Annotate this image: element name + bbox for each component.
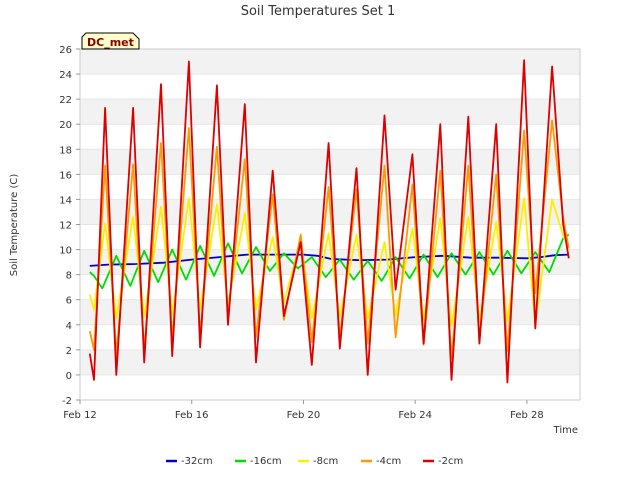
x-tick-label: Feb 24	[398, 410, 432, 421]
y-tick-label: 26	[59, 45, 72, 56]
x-tick-label: Feb 12	[63, 410, 97, 421]
y-tick-label: 10	[59, 246, 72, 257]
y-tick-label: -2	[62, 396, 72, 407]
x-tick-label: Feb 20	[287, 410, 321, 421]
grid-band	[80, 99, 580, 125]
y-axis-title: Soil Temperature (C)	[9, 174, 20, 277]
y-tick-label: 16	[59, 170, 72, 181]
grid-band	[80, 124, 580, 150]
x-axis: Feb 12 Feb 16 Feb 20 Feb 24 Feb 28	[63, 400, 544, 421]
legend-label: -4cm	[376, 456, 401, 467]
y-tick-label: 8	[66, 271, 72, 282]
legend: -32cm -16cm -8cm -4cm -2cm	[166, 456, 463, 467]
y-tick-label: 18	[59, 145, 72, 156]
y-tick-label: 20	[59, 120, 72, 131]
grid-band	[80, 349, 580, 375]
y-tick-label: 24	[59, 70, 72, 81]
series-line-2cm	[88, 59, 570, 384]
chart-title: Soil Temperatures Set 1	[241, 4, 396, 19]
legend-label: -32cm	[181, 456, 213, 467]
x-tick-label: Feb 28	[510, 410, 544, 421]
x-tick-label: Feb 16	[175, 410, 209, 421]
grid-band	[80, 299, 580, 325]
site-label-background	[81, 32, 140, 50]
y-tick-label: 0	[66, 371, 72, 382]
y-tick-label: 4	[66, 321, 72, 332]
y-tick-label: 6	[66, 296, 72, 307]
series-line-4cm	[88, 119, 570, 360]
site-label: DC_met	[87, 36, 134, 49]
legend-label: -8cm	[313, 456, 338, 467]
y-tick-label: 2	[66, 346, 72, 357]
y-tick-label: 22	[59, 95, 72, 106]
grid-band	[80, 49, 580, 75]
grid-band	[80, 374, 580, 400]
legend-label: -2cm	[438, 456, 463, 467]
series-line-16cm	[89, 233, 570, 290]
y-tick-label: 14	[59, 195, 72, 206]
grid-band	[80, 274, 580, 300]
legend-label: -16cm	[250, 456, 282, 467]
y-tick-label: 12	[59, 221, 72, 232]
grid-band	[80, 74, 580, 100]
site-label-box: DC_met	[81, 32, 140, 50]
grid-band	[80, 324, 580, 350]
series-lines	[88, 59, 570, 384]
series-line-8cm	[88, 197, 570, 327]
x-axis-title: Time	[553, 425, 578, 436]
